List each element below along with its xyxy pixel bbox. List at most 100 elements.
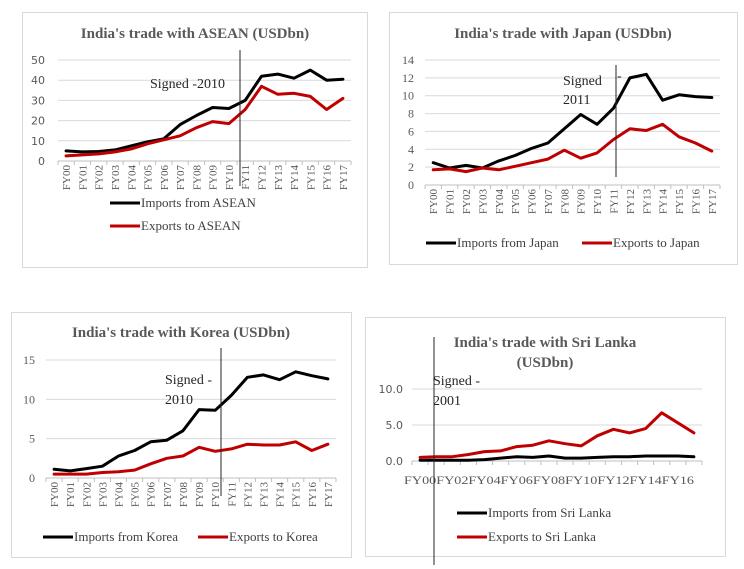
y-tick-label: 14 <box>402 53 414 67</box>
y-tick-label: 10 <box>402 89 414 103</box>
x-tick-label: FY04 <box>468 473 500 487</box>
x-tick-label: FY08 <box>178 482 190 508</box>
y-tick-label: 0 <box>29 471 35 485</box>
x-tick-label: FY16 <box>662 473 694 487</box>
y-tick-label: 10.0 <box>379 383 404 396</box>
legend-label: Imports from Korea <box>74 529 178 544</box>
x-tick-label: FY09 <box>576 189 588 215</box>
signed-annotation: Signed <box>563 74 602 89</box>
x-tick-label: FY11 <box>226 482 238 507</box>
x-tick-label: FY10 <box>224 165 236 191</box>
y-tick-label: 15 <box>23 353 35 367</box>
chart-korea: India's trade with Korea (USDbn) 0 5 10 15 FY… <box>23 325 337 544</box>
x-tick-label: FY13 <box>641 189 653 215</box>
x-tick-label: FY13 <box>259 482 271 508</box>
x-tick-label: FY05 <box>130 482 142 508</box>
x-tick-label: FY03 <box>110 165 122 191</box>
x-tick-label: FY15 <box>291 482 303 508</box>
x-tick-label: FY03 <box>477 189 489 215</box>
x-tick-label: FY12 <box>256 165 268 190</box>
y-tick-label: 5 <box>29 432 35 446</box>
x-tick-label: FY14 <box>630 473 662 487</box>
chart-asean: India's trade with ASEAN (USDbn) 0 10 20 30 4… <box>31 26 352 233</box>
signed-annotation-dash: - <box>617 69 622 84</box>
x-tick-label: FY07 <box>175 165 187 191</box>
x-tick-label: FY08 <box>191 165 203 191</box>
legend-label: Imports from Japan <box>457 235 559 250</box>
x-tick-label: FY13 <box>273 165 285 191</box>
y-tick-label: 4 <box>408 142 414 156</box>
legend-label: Exports to Korea <box>229 529 318 544</box>
y-tick-label: 5.0 <box>386 419 404 432</box>
x-tick-label: FY10 <box>565 473 597 487</box>
y-tick-label: 12 <box>402 71 414 85</box>
x-tick-label: FY02 <box>94 165 106 190</box>
series-line-imports <box>52 370 330 473</box>
x-tick-label: FY14 <box>289 165 301 191</box>
series-line-imports <box>418 454 696 462</box>
y-tick-label: 20 <box>31 115 45 128</box>
y-tick-label: 10 <box>23 392 35 406</box>
signed-annotation: Signed - <box>433 374 480 389</box>
y-tick-label: 8 <box>408 107 414 121</box>
y-tick-label: 0 <box>38 155 45 168</box>
y-tick-label: 30 <box>31 94 45 107</box>
x-tick-label: FY07 <box>162 482 174 508</box>
chart-title: (USDbn) <box>517 355 574 371</box>
x-tick-label: FY06 <box>501 473 533 487</box>
y-tick-label: 50 <box>31 54 45 67</box>
x-tick-label: FY10 <box>592 189 604 215</box>
x-tick-label: FY06 <box>527 189 539 215</box>
x-tick-label: FY12 <box>242 482 254 507</box>
series-line-imports <box>64 68 345 154</box>
x-tick-label: FY08 <box>533 473 565 487</box>
series-line-exports <box>52 440 330 476</box>
x-tick-label: FY06 <box>146 482 158 508</box>
x-tick-label: FY01 <box>65 482 77 507</box>
x-tick-label: FY01 <box>77 165 89 190</box>
chart-title: India's trade with ASEAN (USDbn) <box>81 26 309 42</box>
x-tick-label: FY12 <box>625 189 637 214</box>
chart-title: India's trade with Japan (USDbn) <box>454 26 672 42</box>
x-tick-label: FY05 <box>143 165 155 191</box>
x-tick-label: FY11 <box>608 189 620 214</box>
y-tick-label: 10 <box>31 135 45 148</box>
x-tick-label: FY00 <box>404 473 436 487</box>
x-tick-label: FY00 <box>61 165 73 191</box>
chart-title: India's trade with Sri Lanka <box>454 335 637 351</box>
x-tick-label: FY17 <box>338 165 350 191</box>
x-tick-label: FY04 <box>114 482 126 508</box>
chart-title: India's trade with Korea (USDbn) <box>72 325 290 341</box>
signed-annotation: 2001 <box>433 394 461 409</box>
x-tick-label: FY14 <box>658 189 670 215</box>
x-tick-label: FY09 <box>208 165 220 191</box>
legend-label: Imports from ASEAN <box>141 195 256 210</box>
legend-label: Exports to Japan <box>613 235 700 250</box>
x-tick-label: FY06 <box>159 165 171 191</box>
x-tick-label: FY16 <box>307 482 319 508</box>
x-tick-label: FY04 <box>494 189 506 215</box>
chart-panel-srilanka <box>365 317 726 557</box>
x-tick-label: FY12 <box>597 473 629 487</box>
signed-annotation: Signed -2010 <box>150 77 225 92</box>
x-tick-label: FY00 <box>49 482 61 508</box>
x-tick-label: FY17 <box>707 189 719 215</box>
x-tick-label: FY05 <box>510 189 522 215</box>
series-line-exports <box>431 122 714 174</box>
chart-japan: India's trade with Japan (USDbn) 0 2 4 6 8 10 1… <box>402 26 721 250</box>
x-tick-label: FY07 <box>543 189 555 215</box>
y-tick-label: 6 <box>408 124 414 138</box>
signed-annotation: 2011 <box>563 93 590 108</box>
legend-label: Imports from Sri Lanka <box>488 505 611 520</box>
x-tick-label: FY00 <box>428 189 440 215</box>
y-tick-label: 2 <box>408 160 414 174</box>
y-tick-label: 0.0 <box>386 455 404 468</box>
x-tick-label: FY04 <box>126 165 138 191</box>
x-tick-label: FY15 <box>305 165 317 191</box>
signed-annotation: Signed - <box>165 373 212 388</box>
x-tick-label: FY16 <box>322 165 334 191</box>
x-tick-label: FY11 <box>240 165 252 190</box>
chart-panel-korea <box>11 312 352 558</box>
x-tick-label: FY10 <box>210 482 222 508</box>
